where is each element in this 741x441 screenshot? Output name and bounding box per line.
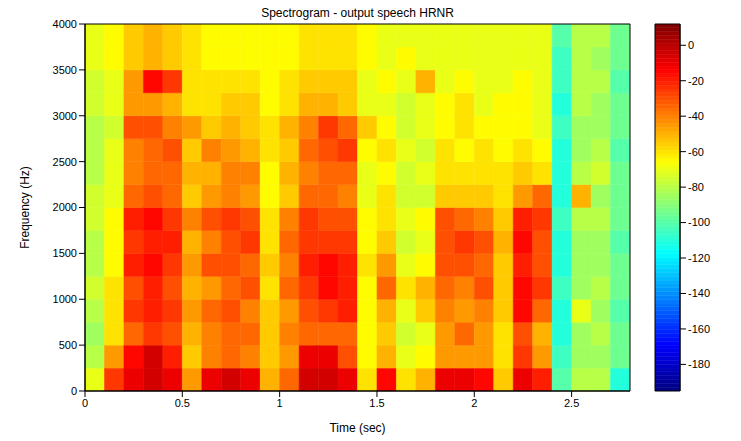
svg-text:-140: -140 xyxy=(688,287,710,299)
svg-text:0: 0 xyxy=(71,385,77,397)
svg-text:500: 500 xyxy=(59,339,77,351)
svg-text:1: 1 xyxy=(277,397,283,409)
svg-text:-80: -80 xyxy=(688,181,704,193)
svg-text:Time (sec): Time (sec) xyxy=(329,421,385,435)
svg-text:2500: 2500 xyxy=(53,156,77,168)
svg-text:3000: 3000 xyxy=(53,110,77,122)
svg-text:3500: 3500 xyxy=(53,64,77,76)
svg-text:-160: -160 xyxy=(688,323,710,335)
svg-text:-20: -20 xyxy=(688,75,704,87)
svg-text:1.5: 1.5 xyxy=(369,397,384,409)
svg-text:-40: -40 xyxy=(688,110,704,122)
svg-text:2: 2 xyxy=(471,397,477,409)
svg-text:2000: 2000 xyxy=(53,201,77,213)
svg-text:-180: -180 xyxy=(688,358,710,370)
svg-text:1000: 1000 xyxy=(53,293,77,305)
svg-text:2.5: 2.5 xyxy=(564,397,579,409)
svg-text:-120: -120 xyxy=(688,252,710,264)
svg-text:0: 0 xyxy=(82,397,88,409)
svg-text:0.5: 0.5 xyxy=(175,397,190,409)
svg-text:0: 0 xyxy=(688,39,694,51)
svg-text:Frequency (Hz): Frequency (Hz) xyxy=(18,166,32,249)
svg-text:-60: -60 xyxy=(688,146,704,158)
svg-text:4000: 4000 xyxy=(53,18,77,30)
svg-text:-100: -100 xyxy=(688,216,710,228)
html-text:Spectrogram - output speech HR: Spectrogram - output speech HRNR xyxy=(261,6,454,20)
svg-text:1500: 1500 xyxy=(53,247,77,259)
